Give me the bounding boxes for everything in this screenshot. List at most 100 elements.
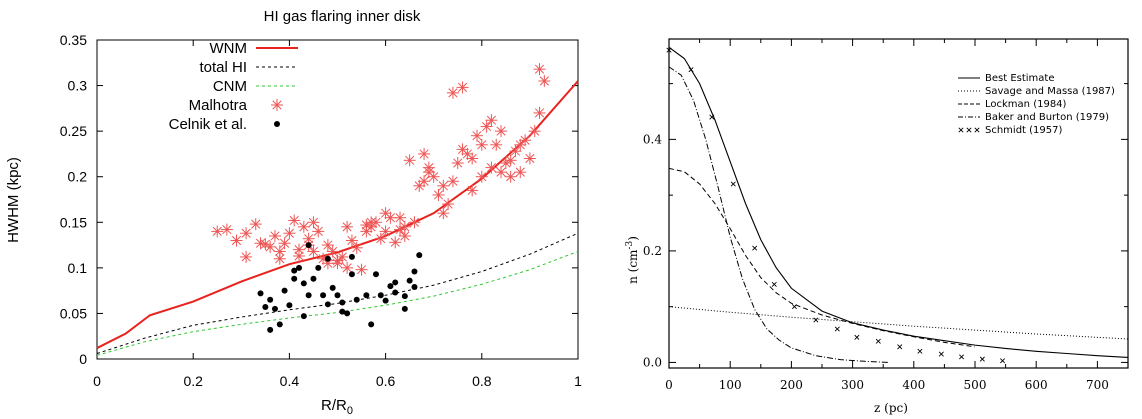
malhotra-point bbox=[403, 154, 416, 167]
right-series-markers bbox=[666, 47, 1006, 364]
right-axis-ticks: 0 100 200 300 400 500 600 700 0.0 0.2 0.4 bbox=[643, 39, 1128, 392]
left-chart-title: HI gas flaring inner disk bbox=[264, 8, 421, 25]
legend-label-schmidt: Schmidt (1957) bbox=[985, 125, 1063, 136]
malhotra-point bbox=[480, 120, 493, 133]
malhotra-point bbox=[278, 237, 291, 250]
left-y-tick-label: 0.35 bbox=[60, 32, 87, 48]
malhotra-point bbox=[446, 175, 459, 188]
malhotra-point bbox=[495, 125, 508, 138]
malhotra-point bbox=[355, 263, 368, 276]
legend-swatch-celnik bbox=[274, 121, 280, 127]
celnik-point bbox=[406, 277, 413, 284]
malhotra-point bbox=[422, 166, 435, 179]
malhotra-point bbox=[470, 129, 483, 142]
celnik-point bbox=[281, 287, 288, 294]
malhotra-point bbox=[307, 216, 320, 229]
left-y-tick-label: 0 bbox=[79, 351, 87, 367]
celnik-point bbox=[401, 293, 408, 300]
left-chart: HI gas flaring inner disk 0 0.2 0.4 0.6 0.8 1… bbox=[5, 8, 582, 417]
right-y-tick-label: 0.4 bbox=[643, 132, 662, 146]
right-y-axis-label-end: ) bbox=[626, 236, 640, 241]
left-y-tick-label: 0.15 bbox=[60, 214, 87, 230]
celnik-point bbox=[300, 313, 307, 320]
right-series-line-baker-and-burton-1979- bbox=[668, 66, 890, 363]
legend-label-savage: Savage and Massa (1987) bbox=[985, 86, 1115, 97]
left-x-tick-label: 0.4 bbox=[280, 373, 300, 389]
malhotra-point bbox=[341, 261, 354, 274]
legend-swatch-malhotra bbox=[271, 99, 283, 111]
legend-swatch-schmidt bbox=[958, 127, 980, 133]
celnik-point bbox=[339, 299, 346, 306]
schmidt-point bbox=[813, 317, 819, 323]
left-y-tick-label: 0.3 bbox=[68, 78, 88, 94]
celnik-point bbox=[315, 264, 322, 271]
celnik-point bbox=[262, 304, 269, 311]
celnik-point bbox=[387, 283, 394, 290]
celnik-point bbox=[329, 284, 336, 291]
malhotra-point bbox=[394, 223, 407, 236]
malhotra-point bbox=[240, 227, 253, 240]
left-y-tick-label: 0.25 bbox=[60, 123, 87, 139]
malhotra-point bbox=[331, 254, 344, 267]
celnik-point bbox=[286, 302, 293, 309]
right-y-tick-label: 0.0 bbox=[643, 355, 662, 369]
malhotra-point bbox=[220, 223, 233, 236]
malhotra-point bbox=[514, 166, 527, 179]
right-x-tick-label: 100 bbox=[719, 378, 742, 392]
malhotra-point bbox=[293, 250, 306, 263]
legend-label-baker: Baker and Burton (1979) bbox=[985, 112, 1109, 123]
malhotra-point bbox=[490, 138, 503, 151]
right-y-tick-label: 0.2 bbox=[643, 244, 662, 258]
schmidt-point bbox=[752, 245, 758, 251]
malhotra-point bbox=[321, 239, 334, 252]
legend-x-marker bbox=[974, 127, 980, 133]
schmidt-point bbox=[730, 181, 736, 187]
schmidt-point bbox=[834, 326, 840, 332]
malhotra-point bbox=[523, 152, 536, 165]
malhotra-point bbox=[504, 170, 517, 183]
malhotra-point bbox=[326, 245, 339, 258]
malhotra-point bbox=[499, 157, 512, 170]
schmidt-point bbox=[709, 114, 715, 120]
celnik-point bbox=[372, 271, 379, 278]
celnik-point bbox=[300, 280, 307, 287]
malhotra-point bbox=[528, 125, 541, 138]
left-series-line-wnm bbox=[96, 80, 579, 349]
malhotra-point bbox=[288, 214, 301, 227]
celnik-point bbox=[368, 321, 375, 328]
right-x-tick-label: 200 bbox=[780, 378, 803, 392]
malhotra-point bbox=[437, 179, 450, 192]
schmidt-point bbox=[791, 304, 797, 310]
malhotra-point bbox=[283, 227, 296, 240]
legend-label-wnm: WNM bbox=[210, 40, 248, 57]
left-x-axis-label-sub: 0 bbox=[347, 405, 353, 417]
schmidt-point bbox=[938, 351, 944, 357]
malhotra-point bbox=[374, 232, 387, 245]
celnik-point bbox=[271, 305, 278, 312]
legend-x-marker bbox=[966, 127, 972, 133]
schmidt-point bbox=[897, 344, 903, 350]
malhotra-point bbox=[350, 241, 363, 254]
celnik-point bbox=[353, 296, 360, 303]
right-legend: Best Estimate Savage and Massa (1987) Lo… bbox=[958, 73, 1115, 136]
left-y-tick-label: 0.1 bbox=[68, 260, 88, 276]
left-y-axis-label: HWHM (kpc) bbox=[5, 157, 22, 243]
right-x-tick-label: 0 bbox=[665, 378, 673, 392]
malhotra-point bbox=[307, 245, 320, 258]
left-axis-ticks: 0 0.2 0.4 0.6 0.8 1 0 0.05 0.1 0.15 0.2 0.25 0.3 0.35 bbox=[60, 32, 582, 389]
malhotra-point bbox=[365, 216, 378, 229]
malhotra-point bbox=[249, 218, 262, 231]
malhotra-point bbox=[533, 106, 546, 119]
celnik-point bbox=[411, 268, 418, 275]
right-x-tick-label: 600 bbox=[1025, 378, 1048, 392]
right-y-axis-label-main: n (cm bbox=[626, 249, 640, 284]
malhotra-point bbox=[240, 250, 253, 263]
malhotra-point bbox=[398, 220, 411, 233]
legend-label-best-estimate: Best Estimate bbox=[985, 73, 1055, 84]
left-x-tick-label: 0.8 bbox=[472, 373, 492, 389]
malhotra-point bbox=[485, 114, 498, 127]
malhotra-point bbox=[509, 145, 522, 158]
legend-label-cnm: CNM bbox=[213, 78, 247, 95]
legend-star-marker bbox=[271, 99, 283, 111]
